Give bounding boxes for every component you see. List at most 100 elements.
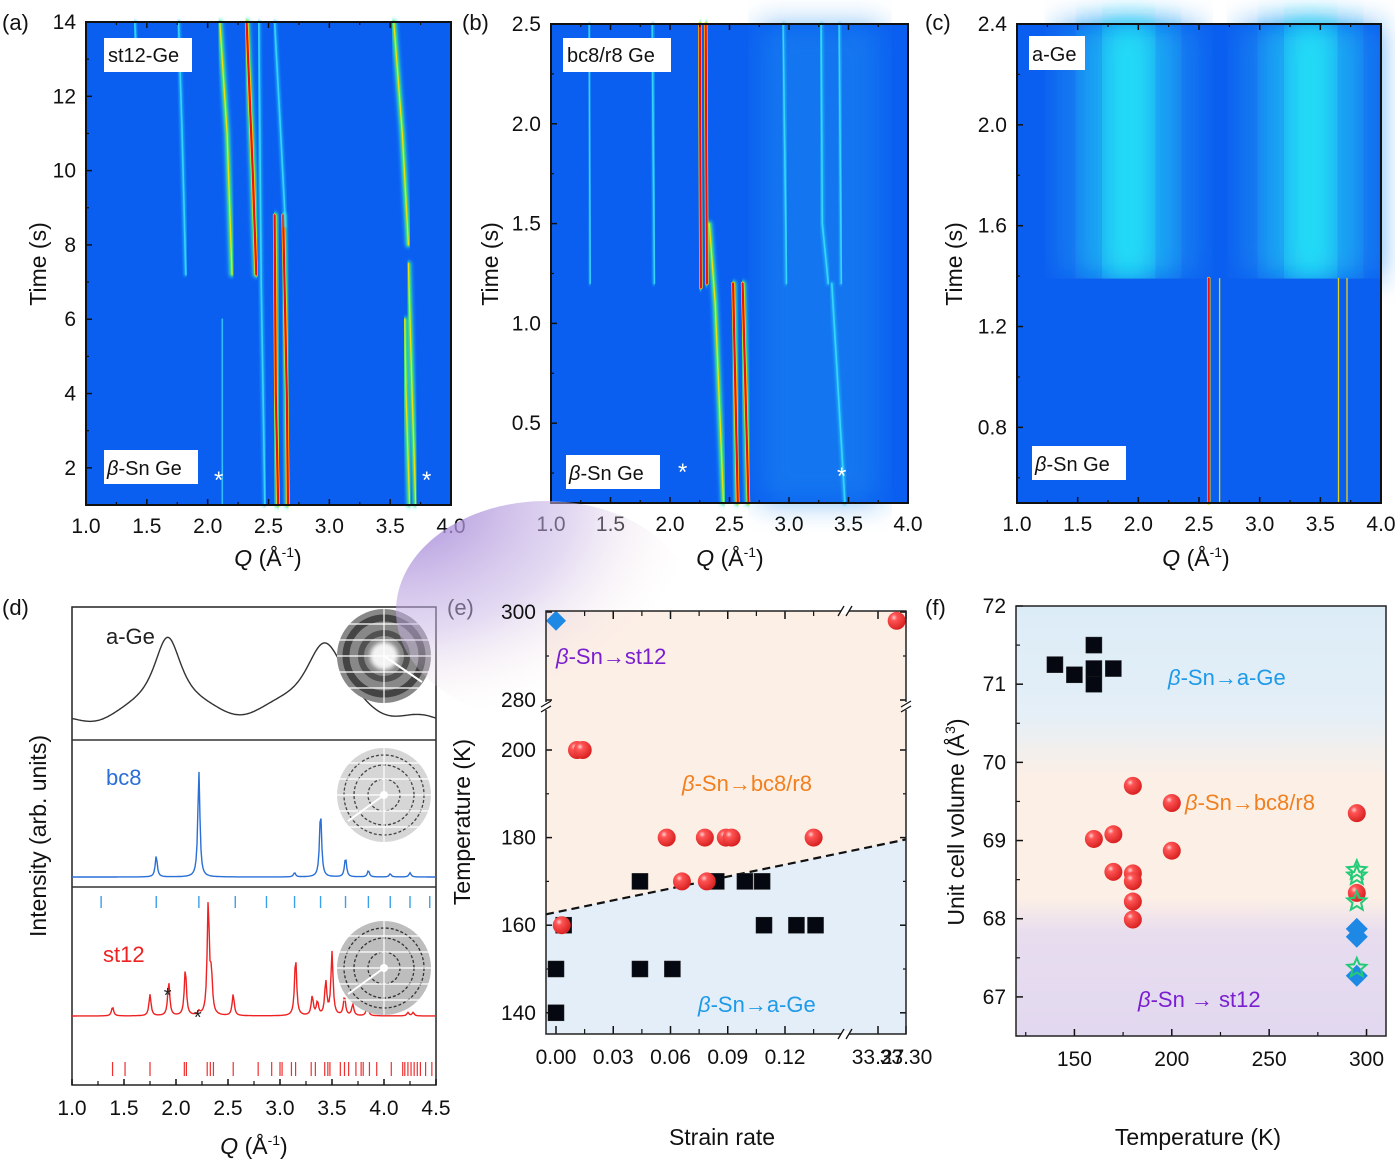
sphere-marker [672, 872, 691, 891]
reference-ticks: ** [100, 896, 433, 1076]
square-marker [755, 916, 773, 934]
y-tick-label: 300 [501, 601, 536, 624]
diffraction-line-st12 [245, 20, 258, 276]
sphere-marker [657, 828, 676, 847]
x-tick-label: 3.0 [265, 1097, 294, 1120]
y-tick-label: 2.0 [978, 114, 1007, 137]
y-tick-label: 8 [64, 234, 76, 257]
x-tick-label: 1.5 [1063, 513, 1092, 536]
sphere-marker [1347, 804, 1366, 823]
x-axis-title-e: Strain rate [669, 1124, 775, 1150]
diffraction-line-sn [282, 214, 290, 507]
diffraction-line-sn [708, 222, 725, 504]
star-marker [1344, 863, 1369, 886]
star-marker [1344, 857, 1369, 881]
y-tick-label: 1.0 [512, 312, 541, 335]
panel-d-spectra: ** 1.0 1.5 2.0 2.5 3.0 3.5 4.0 4.5 a-Ge bc8 st1… [25, 606, 451, 1159]
diffraction-line-bc8 [704, 22, 709, 285]
square-marker [736, 873, 754, 890]
axis-break-mark [540, 705, 552, 713]
y-tick-label: 280 [501, 689, 536, 712]
sphere-marker [1162, 841, 1181, 860]
axes-c-ticks: 1.0 1.5 2.0 2.5 3.0 3.5 4.0 0.8 1.2 1.6 2.0 2.4 [978, 13, 1396, 536]
x-tick-label: 2.5 [213, 1097, 242, 1120]
region-label-st12: β-Sn → st12 [1137, 987, 1261, 1012]
y-tick-label: 1.2 [978, 316, 1007, 339]
label-box-beta-sn-a [104, 450, 198, 484]
diffraction-inset-bc8 [337, 748, 431, 842]
square-marker [788, 916, 805, 934]
square-marker [753, 873, 771, 890]
axis-break-mark [837, 1028, 845, 1040]
y-tick-label: 1.6 [978, 215, 1007, 238]
square-marker [1066, 666, 1083, 684]
axis-break-mark [837, 605, 845, 617]
q-unit: (Å [238, 1132, 268, 1159]
diffraction-line-sn [731, 282, 739, 505]
q-close: ) [756, 545, 764, 571]
y-tick-label: 2.0 [512, 113, 541, 136]
y-tick-label: 67 [983, 986, 1006, 1009]
heatmap-c-frame [1016, 23, 1382, 504]
y-tick-label: 140 [501, 1002, 536, 1025]
spectra-traces [71, 636, 437, 1017]
x-tick-label: 3.5 [834, 513, 863, 536]
y-axis-title-e: Temperature (K) [449, 739, 475, 905]
diffraction-line-sn [741, 282, 750, 505]
q-unit: (Å [1180, 544, 1210, 571]
sphere-marker [887, 611, 906, 630]
volume-f-frame [1015, 605, 1387, 1037]
axis-break-mark [845, 605, 853, 617]
axes-d-ticks: 1.0 1.5 2.0 2.5 3.0 3.5 4.0 4.5 [57, 1079, 451, 1120]
x-tick-label: 0.00 [536, 1046, 577, 1069]
sphere-marker [722, 828, 741, 847]
diffraction-line-weak [838, 23, 843, 285]
panel-label-c: (c) [925, 10, 951, 35]
region-label-a-ge: β-Sn→a-Ge [1167, 665, 1286, 690]
inset-beamstop [347, 794, 385, 822]
x-tick-label: 0.03 [593, 1046, 634, 1069]
beta-sn-text: -Sn Ge [1046, 454, 1109, 476]
x-tick-label: 1.5 [109, 1097, 138, 1120]
y-tick-label: 200 [501, 739, 536, 762]
panel-e-phase-diagram: 140 160 180 200 280 300 0.00 0.03 0.06 0.09 0.12 33… [396, 501, 932, 1150]
panel-b-heatmap: 1.01.52.02.53.03.54.00.51.01.52.02.5 bc8… [477, 13, 923, 571]
y-tick-label: 180 [501, 827, 536, 850]
square-marker [1085, 675, 1103, 693]
inset-beamstop [347, 967, 385, 995]
x-tick-label: 4.0 [1366, 513, 1395, 536]
y-tick-label: 2 [64, 457, 76, 480]
panel-label-b: (b) [462, 10, 489, 35]
x-tick-label: 3.5 [317, 1097, 346, 1120]
beta-symbol: β [697, 992, 711, 1017]
square-marker [547, 1004, 565, 1022]
square-marker [631, 873, 649, 890]
volume-exponent: 3 [942, 726, 958, 734]
x-tick-label: 2.0 [1124, 513, 1153, 536]
trace-label-bc8: bc8 [106, 765, 141, 790]
label-box-a-ge [1029, 36, 1085, 70]
sphere-marker [1104, 862, 1123, 881]
y-tick-label: 1.5 [512, 213, 541, 236]
inset-beamstop [383, 655, 423, 683]
diffraction-line-weak [830, 282, 846, 504]
region-label-a-ge: β-Sn→a-Ge [697, 992, 816, 1017]
q-unit: (Å [714, 544, 744, 571]
spectrum-age [71, 636, 437, 723]
trace-label-st12: st12 [103, 942, 145, 967]
beta-symbol: β [681, 771, 695, 796]
label-box-st12 [104, 38, 192, 72]
heat-label-beta-sn-a: β-Sn Ge [106, 458, 182, 480]
trace-label-a-ge: a-Ge [106, 624, 155, 649]
heat-label-beta-sn-c: β-Sn Ge [1034, 454, 1110, 476]
x-axis-title-c: Q (Å-1) [1162, 544, 1229, 571]
square-marker [807, 916, 824, 934]
diffraction-line-st12 [219, 21, 233, 276]
axis-break-mark [540, 700, 552, 708]
y-tick-label: 69 [983, 830, 1006, 853]
panel-label-f: (f) [925, 595, 946, 620]
diffraction-line-bc8 [698, 22, 703, 289]
heatmap-c-amorphous-halos [1017, 24, 1381, 503]
heatmap-a-frame [85, 21, 452, 506]
